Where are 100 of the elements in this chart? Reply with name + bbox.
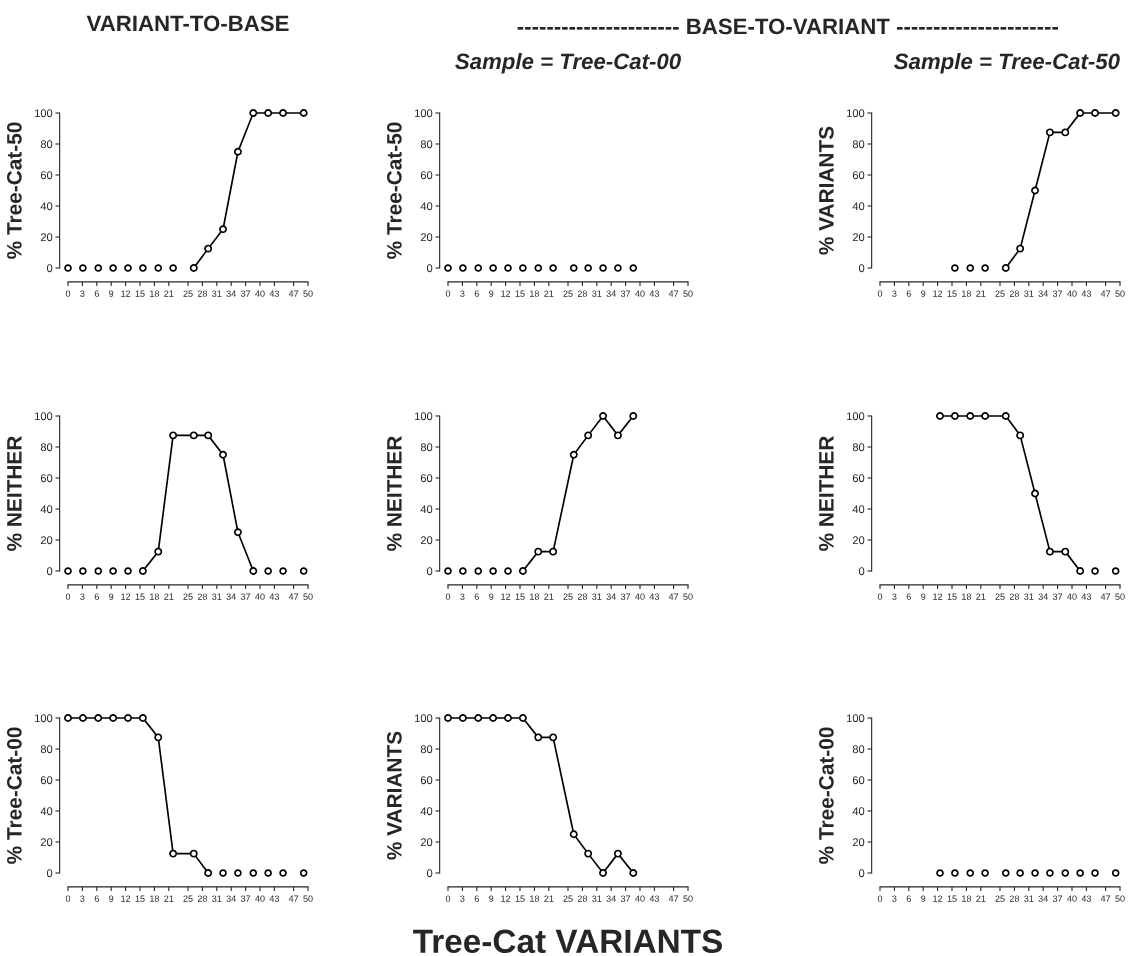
- point: [204, 431, 213, 440]
- x-tick-label: 40: [1067, 290, 1077, 297]
- x-tick-label: 9: [921, 593, 926, 600]
- point: [219, 450, 228, 459]
- x-tick-label: 34: [606, 895, 616, 902]
- x-tick-label: 34: [1038, 895, 1048, 902]
- x-tick-label: 50: [1115, 895, 1125, 902]
- x-tick-label: 43: [649, 290, 660, 297]
- x-tick-label: 47: [668, 290, 679, 297]
- x-tick-label: 18: [530, 290, 540, 297]
- point: [518, 714, 527, 722]
- y-axis-title: % NEITHER: [819, 436, 834, 551]
- point: [1111, 567, 1120, 575]
- x-tick-label: 9: [489, 895, 494, 902]
- point: [78, 714, 87, 722]
- x-tick-label: 37: [1052, 895, 1063, 902]
- point: [79, 264, 87, 272]
- point: [459, 567, 467, 575]
- x-tick-label: 3: [460, 593, 465, 600]
- point: [279, 109, 288, 117]
- x-tick-label: 25: [183, 593, 193, 600]
- x-tick-label: 15: [515, 895, 525, 902]
- x-tick-label: 50: [303, 593, 313, 600]
- x-tick-label: 6: [474, 895, 479, 902]
- chart-title: Sample = Tree-Cat-00: [455, 52, 681, 74]
- point: [64, 714, 72, 722]
- point: [1111, 109, 1120, 117]
- point: [1001, 264, 1010, 272]
- point: [109, 567, 117, 575]
- y-tick-label: 60: [852, 776, 865, 785]
- x-tick-label: 25: [563, 895, 573, 902]
- point: [549, 547, 558, 556]
- x-tick-label: 31: [212, 895, 222, 902]
- y-tick-label: 100: [847, 714, 865, 723]
- point: [444, 714, 452, 722]
- y-tick-label: 0: [858, 264, 865, 273]
- x-tick-label: 34: [606, 290, 616, 297]
- x-tick-label: 43: [1081, 593, 1092, 600]
- point: [139, 264, 147, 272]
- x-tick-label: 3: [80, 895, 85, 902]
- y-tick-label: 0: [858, 869, 865, 878]
- y-tick-label: 60: [420, 474, 433, 483]
- x-tick-label: 9: [921, 895, 926, 902]
- x-tick-label: 3: [460, 290, 465, 297]
- x-tick-label: 9: [489, 290, 494, 297]
- x-tick-label: 9: [109, 593, 114, 600]
- x-tick-label: 34: [1038, 593, 1048, 600]
- x-tick-label: 15: [947, 290, 957, 297]
- point: [951, 264, 959, 272]
- x-tick-label: 12: [933, 895, 943, 902]
- y-tick-label: 80: [852, 443, 865, 452]
- x-tick-label: 3: [460, 895, 465, 902]
- x-tick-label: 6: [94, 593, 99, 600]
- y-tick-label: 40: [852, 202, 865, 211]
- x-tick-label: 15: [515, 593, 525, 600]
- x-tick-label: 0: [65, 895, 71, 902]
- point: [599, 412, 608, 420]
- point: [1001, 412, 1010, 420]
- x-tick-label: 47: [288, 593, 299, 600]
- point: [169, 264, 177, 272]
- x-tick-label: 0: [877, 290, 883, 297]
- x-tick-label: 18: [962, 895, 972, 902]
- x-tick-label: 43: [1081, 290, 1092, 297]
- x-tick-label: 28: [577, 593, 588, 600]
- y-tick-label: 20: [852, 838, 865, 847]
- point: [1061, 547, 1070, 556]
- point: [94, 567, 103, 575]
- x-tick-label: 3: [892, 593, 897, 600]
- y-tick-label: 40: [420, 505, 433, 514]
- point: [534, 547, 543, 556]
- x-tick-label: 31: [1024, 593, 1034, 600]
- point: [504, 567, 512, 575]
- x-tick-label: 21: [544, 290, 554, 297]
- y-tick-label: 100: [35, 109, 53, 118]
- point: [613, 431, 622, 440]
- x-tick-label: 6: [906, 895, 911, 902]
- point: [966, 412, 975, 420]
- point: [629, 412, 638, 420]
- x-tick-label: 21: [976, 593, 986, 600]
- x-tick-label: 37: [240, 593, 251, 600]
- x-tick-label: 28: [1009, 290, 1020, 297]
- y-tick-label: 60: [40, 776, 53, 785]
- x-tick-label: 47: [668, 593, 679, 600]
- x-tick-label: 12: [933, 290, 943, 297]
- x-tick-label: 0: [877, 895, 883, 902]
- x-tick-label: 50: [683, 593, 693, 600]
- y-axis-title: % VARIANTS: [818, 126, 834, 255]
- x-tick-label: 37: [620, 290, 631, 297]
- x-tick-label: 31: [212, 593, 222, 600]
- x-tick-label: 25: [995, 895, 1005, 902]
- y-tick-label: 0: [46, 264, 53, 273]
- point: [154, 733, 163, 742]
- x-tick-label: 47: [1100, 290, 1111, 297]
- point: [138, 567, 147, 575]
- point: [1016, 431, 1025, 440]
- point: [474, 567, 483, 575]
- point: [94, 264, 103, 272]
- x-tick-label: 37: [620, 593, 631, 600]
- x-tick-label: 12: [501, 593, 511, 600]
- x-tick-label: 12: [501, 290, 511, 297]
